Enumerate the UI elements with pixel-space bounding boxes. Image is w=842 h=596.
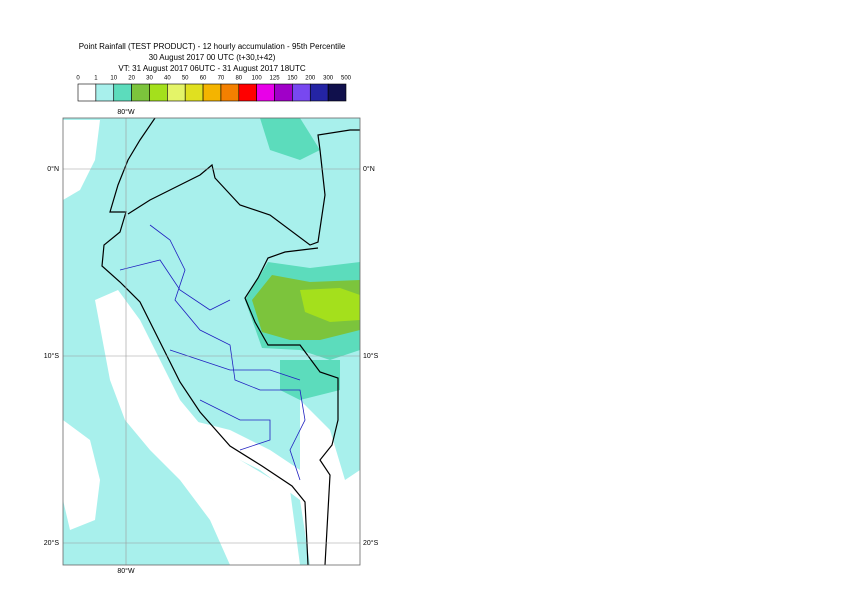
color-box (184, 83, 204, 102)
lat-label: 10°S (44, 352, 60, 360)
colorbar-label: 500 (341, 76, 352, 82)
color-box (77, 83, 97, 102)
map-frame (62, 117, 361, 566)
graticule (63, 118, 360, 565)
color-box (238, 83, 257, 102)
color-box (274, 83, 293, 102)
colorbar-label: 60 (200, 76, 207, 82)
lat-label: 0°N (47, 165, 59, 173)
title-line: VT: 31 August 2017 06UTC - 31 August 201… (118, 64, 305, 73)
colorbar-label: 40 (164, 76, 171, 82)
color-box (149, 83, 168, 102)
colorbar-label: 50 (182, 76, 189, 82)
lat-label: 0°N (363, 165, 375, 173)
colorbar-label: 10 (110, 76, 117, 82)
dry-area (63, 120, 100, 200)
colorbar-label: 30 (146, 76, 153, 82)
borders (101, 118, 360, 565)
border (244, 247, 339, 565)
lon-label: 80°W (117, 108, 135, 116)
color-box (167, 83, 186, 102)
lat-label: 20°S (44, 539, 60, 547)
dry-area (190, 400, 360, 565)
colorbar-label: 100 (252, 76, 263, 82)
color-box (327, 83, 347, 102)
region-line (119, 259, 231, 311)
region-line (169, 349, 301, 451)
border (127, 129, 360, 246)
rain-area (260, 118, 320, 160)
colorbar-label: 200 (305, 76, 316, 82)
color-box (202, 83, 222, 102)
colorbar: 0 1 10 20 30 40 50 60 70 80 100 125 150 200 300 500 (76, 76, 352, 102)
colorbar-label: 0 (76, 76, 80, 82)
color-box (309, 83, 329, 102)
region-line (149, 224, 306, 481)
color-box (95, 83, 115, 102)
color-box (113, 83, 132, 102)
colorbar-label: 300 (323, 76, 334, 82)
title-line: 30 August 2017 00 UTC (t+30,t+42) (149, 53, 276, 62)
colorbar-label: 20 (128, 76, 135, 82)
lat-label: 10°S (363, 352, 379, 360)
colorbar-label: 125 (270, 76, 281, 82)
colorbar-label: 150 (287, 76, 298, 82)
rain-area (300, 288, 360, 322)
coastline (101, 118, 309, 565)
map (63, 118, 360, 565)
colorbar-label: 80 (235, 76, 242, 82)
title-line: Point Rainfall (TEST PRODUCT) - 12 hourl… (79, 42, 346, 51)
dry-area (63, 420, 100, 530)
color-box (292, 83, 311, 102)
lon-label: 80°W (117, 567, 135, 575)
color-box (256, 83, 275, 102)
colorbar-label: 1 (94, 76, 98, 82)
lat-label: 20°S (363, 539, 379, 547)
colorbar-label: 70 (218, 76, 225, 82)
color-box (220, 83, 240, 102)
regions (119, 224, 306, 481)
color-box (131, 83, 150, 102)
